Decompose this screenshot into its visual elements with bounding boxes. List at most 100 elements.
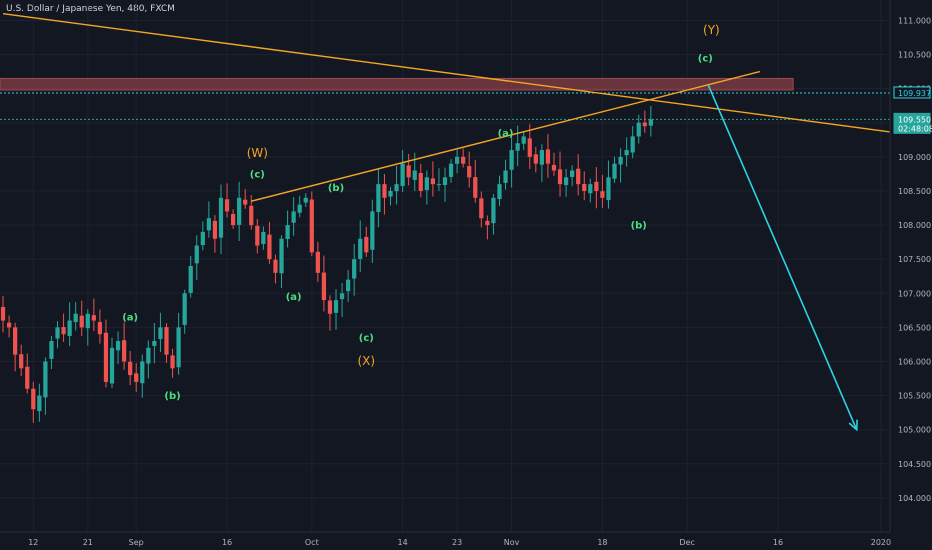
y-tick-label: 111.000 (898, 16, 931, 25)
candle-body (606, 177, 611, 201)
candle-body (352, 259, 357, 279)
candle-body (467, 166, 472, 178)
x-tick-label: 16 (222, 538, 232, 547)
candle-body (612, 163, 617, 179)
candle-body (648, 119, 653, 126)
candle-body (73, 313, 78, 323)
candle-body (43, 361, 48, 398)
candle-body (400, 163, 405, 187)
candle-body (6, 322, 12, 328)
candle-body (563, 177, 569, 186)
wave-label: (a) (498, 128, 514, 139)
candle-body (491, 197, 496, 224)
candle-body (339, 293, 345, 300)
price-tag-label: 109.937 (898, 89, 931, 98)
candle-body (636, 122, 641, 137)
y-tick-label: 110.500 (898, 51, 931, 60)
x-tick-label: 2020 (871, 538, 891, 547)
candle-body (55, 327, 60, 339)
wave-label: (b) (631, 220, 647, 231)
candle-body (243, 199, 248, 205)
x-tick-label: Sep (129, 538, 144, 547)
candle-body (152, 341, 157, 346)
candle-body (424, 177, 429, 191)
price-tag-label: 109.550 (898, 115, 931, 124)
wave-label: (c) (250, 169, 265, 180)
candle-body (237, 197, 242, 225)
candle-body (285, 225, 290, 239)
wave-label: (c) (698, 53, 713, 64)
candle-body (103, 332, 109, 382)
wave-label: (W) (247, 146, 268, 160)
candle-body (164, 327, 169, 355)
candle-body (588, 184, 593, 194)
candle-body (618, 156, 623, 165)
wave-label: (Y) (703, 23, 720, 37)
candle-body (109, 347, 115, 384)
candle-body (582, 184, 587, 191)
x-tick-label: 21 (83, 538, 93, 547)
candle-body (333, 300, 339, 313)
candle-body (521, 136, 526, 144)
candle-body (533, 154, 538, 164)
candle-body (140, 361, 145, 384)
candle-body (146, 347, 151, 364)
candle-body (642, 122, 647, 127)
trendline-ascending (251, 70, 761, 202)
candle-body (291, 211, 296, 223)
candle-body (158, 327, 163, 340)
candle-body (594, 181, 599, 191)
candle-body (430, 178, 436, 185)
candle-body (557, 169, 563, 185)
y-tick-label: 105.500 (898, 392, 931, 401)
candle-body (67, 320, 72, 337)
candle-body (61, 327, 66, 335)
candle-body (630, 136, 635, 153)
candle-body (79, 315, 84, 328)
candle-body (85, 313, 90, 329)
candle-body (121, 340, 127, 362)
candle-body (273, 259, 278, 273)
price-tag-1 (893, 112, 931, 134)
candle-body (539, 150, 544, 165)
y-tick-label: 107.000 (898, 289, 931, 298)
candle-body (97, 322, 103, 335)
candle-body (364, 236, 369, 253)
candle-body (358, 238, 363, 259)
y-tick-label: 106.500 (898, 323, 931, 332)
candle-body (509, 150, 514, 170)
candle-body (315, 251, 320, 273)
candle-body (31, 388, 36, 410)
candle-body (479, 198, 484, 219)
candle-body (297, 204, 302, 213)
candle-body (267, 234, 272, 260)
candle-body (388, 190, 393, 197)
wave-label: (a) (122, 313, 138, 324)
candle-body (527, 138, 532, 157)
candle-body (376, 184, 381, 213)
candle-body (230, 213, 236, 226)
x-tick-label: Dec (679, 538, 694, 547)
wave-label: (a) (286, 292, 302, 303)
y-tick-label: 109.000 (898, 153, 931, 162)
wave-label: (b) (328, 183, 344, 194)
resistance-zone (0, 77, 794, 91)
x-tick-label: 12 (28, 538, 38, 547)
candle-body (194, 245, 199, 264)
y-tick-label: 104.000 (898, 494, 931, 503)
candle-body (249, 205, 254, 226)
candle-body (224, 199, 230, 212)
candle-body (370, 211, 375, 250)
y-tick-label: 108.500 (898, 187, 931, 196)
candle-body (182, 293, 187, 325)
candle-body (412, 170, 417, 180)
candle-body (382, 184, 387, 198)
candle-body (327, 300, 333, 314)
candle-body (473, 177, 478, 198)
wave-label: (X) (357, 354, 375, 368)
candle-body (442, 177, 448, 186)
candle-body (115, 341, 121, 351)
candle-body (170, 355, 175, 369)
